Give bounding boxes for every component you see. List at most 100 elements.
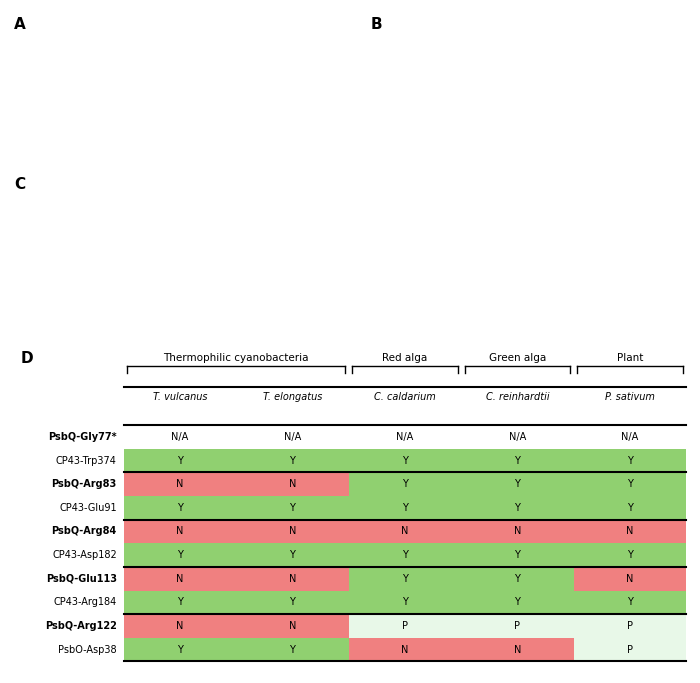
Text: Y: Y: [177, 550, 183, 560]
Bar: [461, 425, 573, 449]
Text: N: N: [176, 574, 183, 584]
Bar: [124, 496, 236, 520]
Bar: [573, 543, 686, 567]
Bar: [124, 449, 236, 473]
Text: PsbQ-Glu113: PsbQ-Glu113: [46, 574, 117, 584]
Text: Y: Y: [627, 456, 633, 466]
Text: Y: Y: [402, 479, 408, 489]
Text: PsbQ-Gly77*: PsbQ-Gly77*: [48, 432, 117, 442]
Text: P. sativum: P. sativum: [605, 392, 654, 402]
Bar: [349, 567, 461, 591]
Bar: [236, 449, 349, 473]
Text: N: N: [176, 479, 183, 489]
Bar: [461, 496, 573, 520]
Bar: [236, 520, 349, 543]
Text: N: N: [401, 527, 409, 536]
Text: P: P: [514, 621, 520, 631]
Text: Y: Y: [402, 503, 408, 513]
Text: N/A: N/A: [509, 432, 526, 442]
Text: B: B: [370, 16, 382, 31]
Bar: [124, 473, 236, 496]
Text: P: P: [627, 645, 633, 654]
Text: Y: Y: [289, 645, 295, 654]
Bar: [461, 591, 573, 614]
Text: Y: Y: [402, 598, 408, 607]
Text: C: C: [14, 178, 25, 193]
Text: N: N: [626, 574, 634, 584]
Text: CP43-Glu91: CP43-Glu91: [59, 503, 117, 513]
Bar: [124, 520, 236, 543]
Text: Y: Y: [627, 598, 633, 607]
Text: Y: Y: [402, 550, 408, 560]
Bar: [236, 496, 349, 520]
Bar: [461, 638, 573, 661]
Text: N: N: [288, 574, 296, 584]
Bar: [573, 449, 686, 473]
Bar: [573, 425, 686, 449]
Text: Y: Y: [289, 503, 295, 513]
Bar: [573, 591, 686, 614]
Bar: [124, 638, 236, 661]
Text: N: N: [514, 527, 521, 536]
Text: Y: Y: [177, 645, 183, 654]
Bar: [349, 449, 461, 473]
Bar: [573, 473, 686, 496]
Text: N/A: N/A: [622, 432, 638, 442]
Bar: [349, 496, 461, 520]
Text: Y: Y: [402, 456, 408, 466]
Text: Y: Y: [627, 550, 633, 560]
Text: PsbQ-Arg84: PsbQ-Arg84: [52, 527, 117, 536]
Text: Red alga: Red alga: [382, 353, 428, 363]
Bar: [461, 520, 573, 543]
Text: P: P: [627, 621, 633, 631]
Text: N: N: [626, 527, 634, 536]
Text: Thermophilic cyanobacteria: Thermophilic cyanobacteria: [163, 353, 309, 363]
Text: Y: Y: [627, 479, 633, 489]
Bar: [573, 614, 686, 638]
Text: N: N: [288, 479, 296, 489]
Text: Y: Y: [402, 574, 408, 584]
Text: Y: Y: [289, 456, 295, 466]
Text: Y: Y: [177, 598, 183, 607]
Text: Y: Y: [514, 503, 520, 513]
Bar: [349, 473, 461, 496]
Bar: [124, 591, 236, 614]
Bar: [236, 638, 349, 661]
Bar: [236, 567, 349, 591]
Bar: [349, 425, 461, 449]
Text: C. reinhardtii: C. reinhardtii: [486, 392, 550, 402]
Text: PsbQ-Arg83: PsbQ-Arg83: [52, 479, 117, 489]
Text: Y: Y: [514, 456, 520, 466]
Bar: [573, 520, 686, 543]
Text: N: N: [176, 527, 183, 536]
Text: Y: Y: [514, 550, 520, 560]
Bar: [236, 591, 349, 614]
Bar: [349, 543, 461, 567]
Bar: [573, 638, 686, 661]
Text: N: N: [401, 645, 409, 654]
Text: PsbO-Asp38: PsbO-Asp38: [58, 645, 117, 654]
Bar: [236, 614, 349, 638]
Bar: [573, 567, 686, 591]
Bar: [349, 520, 461, 543]
Bar: [461, 449, 573, 473]
Text: Y: Y: [177, 503, 183, 513]
Bar: [124, 614, 236, 638]
Text: Y: Y: [289, 550, 295, 560]
Text: Y: Y: [514, 479, 520, 489]
Bar: [124, 425, 236, 449]
Bar: [461, 614, 573, 638]
Text: N: N: [176, 621, 183, 631]
Text: P: P: [402, 621, 408, 631]
Text: N: N: [288, 621, 296, 631]
Bar: [349, 591, 461, 614]
Bar: [124, 567, 236, 591]
Bar: [236, 543, 349, 567]
Bar: [349, 638, 461, 661]
Text: Plant: Plant: [617, 353, 643, 363]
Bar: [236, 425, 349, 449]
Bar: [124, 543, 236, 567]
Text: PsbQ-Arg122: PsbQ-Arg122: [45, 621, 117, 631]
Bar: [573, 496, 686, 520]
Text: Y: Y: [627, 503, 633, 513]
